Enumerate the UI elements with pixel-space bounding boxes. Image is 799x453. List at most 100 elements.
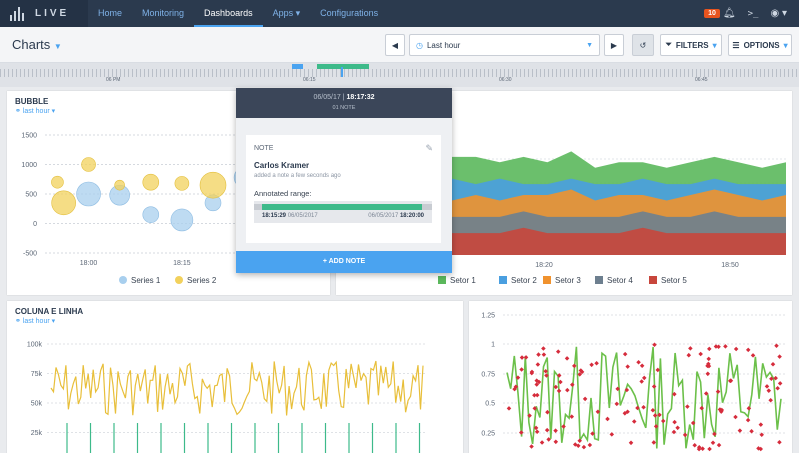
scatter-point [535,362,541,367]
scatter-point [749,428,754,434]
scatter-point [533,425,539,431]
time-range-select[interactable]: ◷ Last hour ▼ [409,34,600,56]
scatter-point [544,427,550,433]
bell-icon: 🔔︎ [722,8,736,19]
scatter-point [707,446,712,452]
scatter-point [777,440,782,445]
app-logo[interactable]: LIVE [0,0,88,27]
scatter-point [652,413,658,418]
scatter-point [536,352,541,357]
page-title[interactable]: Charts ▼ [12,37,62,52]
clock-icon: ◷ [416,40,423,50]
bubble-point [76,181,101,207]
terminal-icon[interactable]: >_ [747,8,759,19]
scatter-point [582,396,588,402]
line-series [506,346,782,449]
note-header: 06/05/17 | 18:17:32 01 NOTE [236,88,452,118]
prev-range-button[interactable]: ◀ [385,34,405,56]
legend-swatch [595,276,603,284]
scatter-point [539,440,545,445]
time-range-link[interactable]: ⚭ last hour ▾ [15,317,55,325]
scatter-point [541,352,547,357]
scatter-point [631,419,637,424]
legend-label: Setor 2 [511,276,537,285]
scatter-point [650,407,656,413]
options-button[interactable]: ☰ OPTIONS ▾ [728,34,792,56]
nav-home[interactable]: Home [98,8,123,18]
scatter-point [609,432,615,437]
bubble-point [51,175,64,189]
scatter-point [512,386,517,392]
scatter-point [672,419,677,425]
legend-label: Setor 3 [555,276,581,285]
nav-monitoring[interactable]: Monitoring [142,8,185,18]
range-start-date: 06/05/2017 [287,213,318,219]
range-end: 06/05/2017 18:20:00 [368,213,424,219]
scatter-point [628,440,634,446]
bubble-point [199,171,227,199]
scatter-point [764,384,770,389]
scatter-point [614,401,620,407]
scatter-point [519,355,525,360]
scatter-point [777,381,783,386]
nav-dashboards[interactable]: Dashboards [194,0,263,27]
scatter-point [553,439,559,445]
timeline-navigator[interactable]: 06 PM 06:15 06:30 06:45 [0,63,799,87]
scatter-point [698,351,703,357]
notifications[interactable]: 10 🔔︎ [704,8,736,19]
link-icon: ⚭ [15,318,21,325]
x-tick-label: 18:20 [535,262,553,269]
scatter-point [655,367,661,373]
history-button[interactable]: ↺ [632,34,654,56]
timeline-note-marker[interactable] [292,64,303,69]
scatter-point [657,412,662,418]
timeline-label: 06 PM [106,77,121,83]
scatter-point [775,386,780,391]
legend-label: Series 1 [131,276,161,285]
scatter-point [605,416,610,422]
nav-apps[interactable]: Apps ▾ [272,8,301,18]
scatter-point [774,343,779,348]
y-tick-label: 0.75 [481,372,495,379]
scatter-point [589,362,594,368]
legend-swatch [649,276,657,284]
timeline-cursor[interactable] [341,67,343,77]
scatter-point [572,363,577,369]
filters-button[interactable]: ⏷ FILTERS ▾ [660,34,722,56]
bubble-point [174,176,190,191]
timeline-label: 06:15 [303,77,316,83]
history-icon: ↺ [639,40,647,50]
legend-swatch [543,276,551,284]
edit-icon[interactable]: ✎ [425,143,433,153]
x-tick-label: 18:50 [721,262,739,269]
next-range-button[interactable]: ▶ [604,34,624,56]
scatter-point [622,351,628,357]
scatter-point [639,379,644,384]
scatter-point [506,406,512,411]
bubble-point [81,157,96,172]
chevron-down-icon: ▼ [586,41,593,49]
range-track [254,204,262,210]
scatter-point [692,442,697,448]
scatter-point [535,392,540,398]
note-popover: 06/05/17 | 18:17:32 01 NOTE NOTE ✎ Carlo… [236,88,452,273]
chevron-down-icon: ▾ [51,318,56,325]
scatter-point [523,355,529,360]
timeline-range-marker[interactable] [317,64,369,69]
scatter-point [759,432,764,438]
y-tick-label: 1000 [21,162,37,169]
user-avatar-icon[interactable]: ◉ ▾ [770,8,787,19]
y-tick-label: 500 [25,192,37,199]
scatter-point [565,387,570,393]
time-range-link[interactable]: ⚭ last hour ▾ [15,107,55,115]
y-tick-label: 1 [491,342,495,349]
scatter-point [706,356,711,362]
scatter-point [737,428,743,433]
add-note-button[interactable]: + ADD NOTE [236,251,452,273]
note-count: 01 NOTE [332,105,356,111]
scatter-point [758,422,764,427]
nav-configurations[interactable]: Configurations [320,8,379,18]
scatter-point [696,446,702,452]
filters-label: FILTERS [675,40,709,50]
scatter-point [718,409,724,414]
